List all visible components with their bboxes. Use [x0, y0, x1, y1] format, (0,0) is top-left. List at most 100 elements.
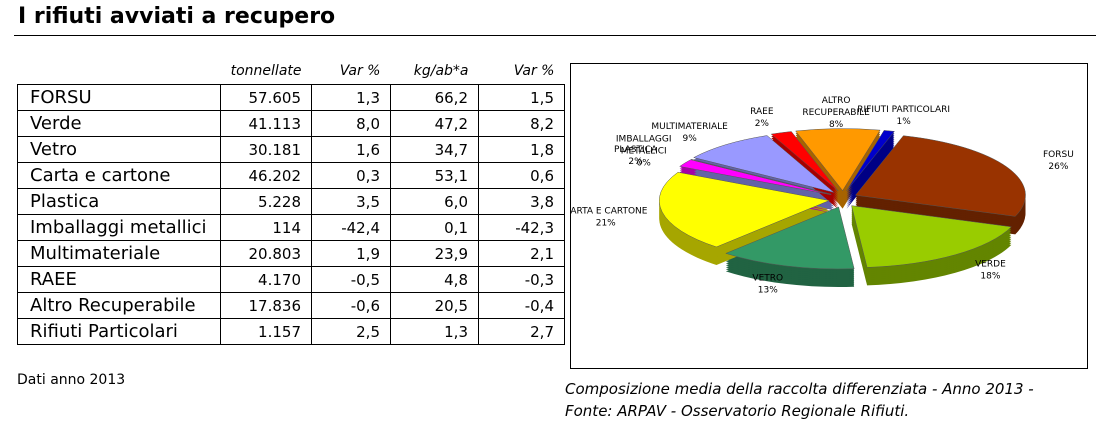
cell: 20,5 [390, 292, 479, 319]
row-label: FORSU [17, 84, 221, 111]
caption-line: Composizione media della raccolta differ… [565, 380, 1034, 398]
caption: Composizione media della raccolta differ… [565, 378, 1034, 422]
column-header: kg/ab*a [413, 63, 469, 79]
slice-value-label: 13% [758, 286, 778, 296]
pie-slice [770, 131, 839, 192]
note: Dati anno 2013 [17, 372, 126, 388]
cell: 2,7 [478, 318, 565, 345]
table-row: RAEE 4.170 -0,5 4,8 -0,3 [17, 266, 565, 293]
slice-side [846, 144, 895, 205]
table-row: Verde 41.113 8,0 47,2 8,2 [17, 110, 565, 137]
slice-value-label: 21% [596, 218, 616, 228]
cell: 1,8 [478, 136, 565, 163]
pie-slice [795, 128, 881, 192]
slice-label: CARTA E CARTONE [571, 206, 648, 216]
slice-label: VETRO [752, 274, 783, 284]
cell: 0,6 [478, 162, 565, 189]
slice-side [846, 136, 895, 197]
cell: 4.170 [220, 266, 312, 293]
cell: 1,9 [311, 240, 391, 267]
cell: 2,1 [478, 240, 565, 267]
cell: 20.803 [220, 240, 312, 267]
cell: 1,5 [478, 84, 565, 111]
cell: 34,7 [390, 136, 479, 163]
row-label: Verde [17, 110, 221, 137]
slice-side [771, 135, 839, 196]
slice-label: IMBALLAGGI [616, 134, 672, 144]
row-label: Imballaggi metallici [17, 214, 221, 241]
table-row: Multimateriale 20.803 1,9 23,9 2,1 [17, 240, 565, 267]
cell: -42,4 [311, 214, 391, 241]
cell: 5.228 [220, 188, 312, 215]
cell: 0,3 [311, 162, 391, 189]
cell: 4,8 [390, 266, 479, 293]
slice-value-label: 26% [1048, 162, 1068, 172]
row-label: Vetro [17, 136, 221, 163]
pie-slice [693, 135, 835, 193]
cell: 23,9 [390, 240, 479, 267]
slice-side [846, 134, 895, 195]
slice-label: VERDE [975, 260, 1006, 270]
cell: 114 [220, 214, 312, 241]
cell: 46.202 [220, 162, 312, 189]
cell: 41.113 [220, 110, 312, 137]
cell: 0,1 [390, 214, 479, 241]
table-row: Rifiuti Particolari 1.157 2,5 1,3 2,7 [17, 318, 565, 345]
pie-slice [855, 135, 1026, 217]
cell: 30.181 [220, 136, 312, 163]
pie-slice [679, 159, 832, 195]
column-header: tonnellate [230, 63, 302, 79]
slice-value-label: 0% [637, 158, 652, 168]
cell: -0,4 [478, 292, 565, 319]
slice-value-label: 18% [980, 272, 1000, 282]
slice-value-label: 1% [897, 117, 912, 127]
pie-slice [851, 205, 1012, 268]
slice-label: ALTRO [822, 96, 851, 106]
slice-label: RAEE [750, 107, 774, 117]
cell: 8,2 [478, 110, 565, 137]
table-row: Plastica 5.228 3,5 6,0 3,8 [17, 188, 565, 215]
table-row: FORSU 57.605 1,3 66,2 1,5 [17, 84, 565, 111]
caption-line: Fonte: ARPAV - Osservatorio Regionale Ri… [565, 402, 910, 420]
cell: -42,3 [478, 214, 565, 241]
row-label: Multimateriale [17, 240, 221, 267]
row-label: Rifiuti Particolari [17, 318, 221, 345]
slice-side [846, 138, 895, 199]
cell: -0,6 [311, 292, 391, 319]
column-header: Var % [513, 63, 555, 79]
row-label: Plastica [17, 188, 221, 215]
pie-chart: ALTRO RECUPERABILE 8% RIFIUTI PARTICOLARI 1%… [564, 96, 1074, 296]
cell: 1,3 [311, 84, 391, 111]
slice-value-label: 2% [628, 157, 643, 167]
cell: -0,3 [478, 266, 565, 293]
cell: 3,8 [478, 188, 565, 215]
slice-label: RECUPERABILE [802, 108, 870, 118]
chart-frame: ALTRO RECUPERABILE 8% RIFIUTI PARTICOLARI 1%… [564, 63, 1088, 369]
cell: 6,0 [390, 188, 479, 215]
pie-slice [846, 130, 895, 192]
table-row: Altro Recuperabile 17.836 -0,6 20,5 -0,4 [17, 292, 565, 319]
cell: 57.605 [220, 84, 312, 111]
cell: 3,5 [311, 188, 391, 215]
row-label: Carta e cartone [17, 162, 221, 189]
cell: 47,2 [390, 110, 479, 137]
cell: 1,3 [390, 318, 479, 345]
cell: 1,6 [311, 136, 391, 163]
cell: 2,5 [311, 318, 391, 345]
row-label: RAEE [17, 266, 221, 293]
table-row: Vetro 30.181 1,6 34,7 1,8 [17, 136, 565, 163]
row-label: Altro Recuperabile [17, 292, 221, 319]
slice-label: PLASTICA [614, 145, 658, 155]
data-table: tonnellate Var % kg/ab*a Var % FORSU 57.605 1,… [17, 62, 565, 345]
slice-label: METALLICI [621, 146, 667, 156]
slice-side [846, 142, 895, 203]
table-row: Carta e cartone 46.202 0,3 53,1 0,6 [17, 162, 565, 189]
slice-label: FORSU [1043, 150, 1074, 160]
column-header [18, 62, 221, 85]
column-header: Var % [339, 63, 381, 79]
slice-label: MULTIMATERIALE [651, 122, 728, 132]
cell: 8,0 [311, 110, 391, 137]
slice-value-label: 2% [755, 119, 770, 129]
title-rule [14, 35, 1096, 36]
